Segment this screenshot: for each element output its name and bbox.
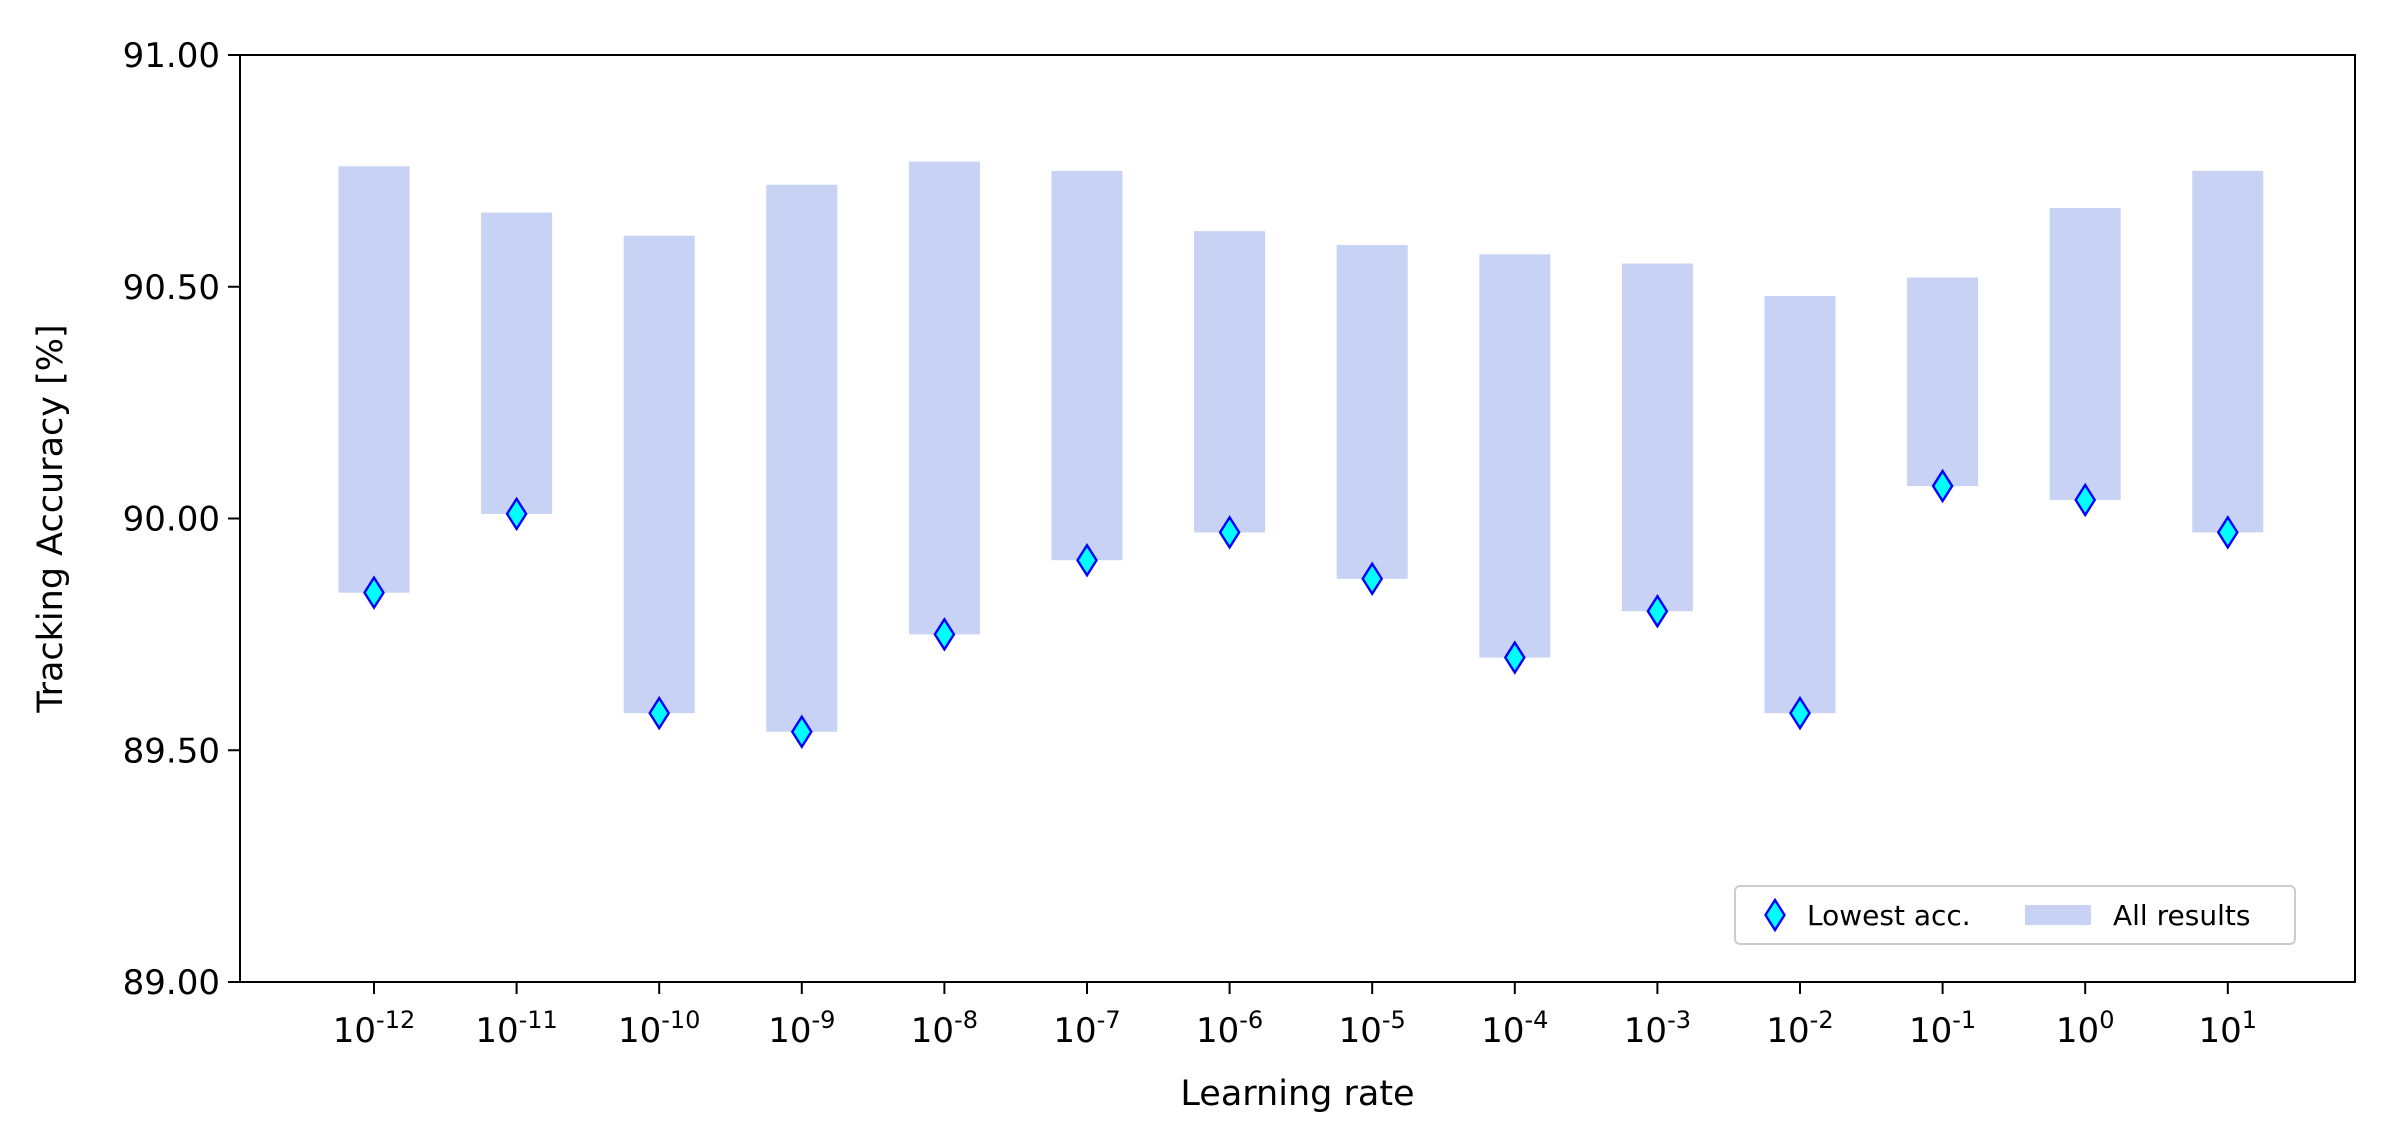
range-bar <box>2049 207 2121 500</box>
x-tick-label: 10-7 <box>1053 1006 1120 1051</box>
y-tick-label: 91.00 <box>123 36 220 76</box>
legend-marker-icon <box>1764 897 1786 933</box>
range-bar <box>1621 263 1693 612</box>
plot-frame <box>239 54 2356 983</box>
x-tick-label: 10-2 <box>1766 1006 1833 1051</box>
range-bar <box>481 212 553 514</box>
y-axis: 89.00 89.50 90.00 90.50 91.00 <box>123 36 240 1003</box>
legend-label-all-results: All results <box>2113 899 2250 932</box>
range-bar <box>623 235 695 714</box>
range-bar <box>1479 254 1551 658</box>
x-tick-label: 10-3 <box>1624 1006 1691 1051</box>
range-bars <box>338 161 2264 732</box>
y-tick-label: 89.50 <box>123 731 220 771</box>
x-tick-label: 10-12 <box>333 1006 415 1051</box>
lowest-acc-marker <box>2074 482 2097 518</box>
lowest-acc-marker <box>1503 640 1526 675</box>
y-axis-label: Tracking Accuracy [%] <box>31 324 71 713</box>
lowest-acc-marker <box>2216 515 2239 550</box>
y-tick-label: 90.00 <box>123 500 220 540</box>
x-tick-label: 10-11 <box>475 1006 557 1051</box>
lowest-acc-marker <box>790 714 813 749</box>
range-bar <box>1764 296 1836 714</box>
y-tick-label: 89.00 <box>123 963 220 1003</box>
lowest-acc-marker <box>1218 515 1241 550</box>
range-bar <box>766 184 838 732</box>
lowest-acc-marker <box>933 617 956 652</box>
lowest-acc-marker <box>1789 695 1811 731</box>
legend-box <box>1734 885 2296 945</box>
range-bar <box>1051 170 1123 561</box>
x-tick-label: 10-10 <box>618 1006 700 1051</box>
legend: Lowest acc. All results <box>1734 885 2296 945</box>
lowest-acc-marker <box>1931 468 1954 504</box>
range-bar <box>338 166 410 593</box>
lowest-acc-marker <box>1361 561 1384 596</box>
range-bar <box>1336 245 1408 579</box>
lowest-acc-markers <box>363 468 2239 749</box>
x-tick-label: 101 <box>2199 1006 2258 1051</box>
x-tick-label: 10-4 <box>1481 1006 1548 1051</box>
y-tick-label: 90.50 <box>123 268 220 308</box>
x-axis: 10-12 10-11 10-10 10-9 10-8 10-7 10-6 10-5 10-4 1… <box>333 982 2257 1051</box>
x-axis-label: Learning rate <box>1180 1074 1414 1114</box>
range-bar <box>1907 277 1979 487</box>
lowest-acc-marker <box>363 575 385 610</box>
range-bar <box>1194 231 1266 533</box>
x-tick-label: 10-1 <box>1909 1006 1976 1051</box>
legend-bar-swatch <box>2025 905 2091 925</box>
x-tick-label: 10-6 <box>1196 1006 1263 1051</box>
lowest-acc-marker <box>648 695 671 731</box>
lowest-acc-marker <box>1076 542 1098 578</box>
x-tick-label: 10-8 <box>911 1006 978 1051</box>
x-tick-label: 100 <box>2056 1006 2115 1051</box>
range-bar <box>908 161 980 635</box>
legend-label-lowest-acc: Lowest acc. <box>1807 899 1971 932</box>
lowest-acc-marker <box>1646 593 1669 629</box>
x-tick-label: 10-5 <box>1339 1006 1406 1051</box>
x-tick-label: 10-9 <box>768 1006 835 1051</box>
lowest-acc-marker <box>505 496 528 532</box>
range-bar <box>2192 170 2264 533</box>
